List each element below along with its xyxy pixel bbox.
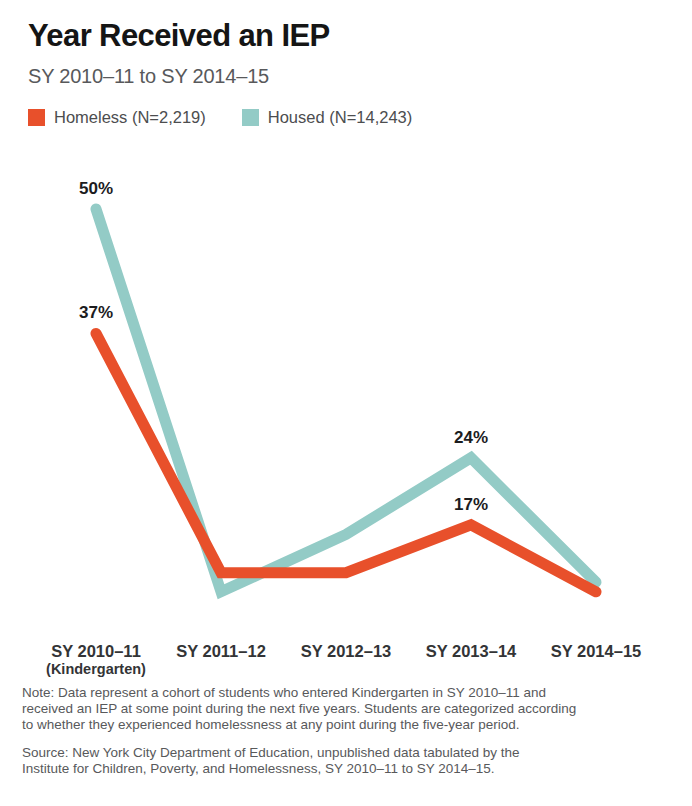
data-label-housed: 24%: [454, 428, 488, 447]
x-axis-label: SY 2012–13: [301, 642, 392, 660]
x-axis-sublabel: (Kindergarten): [46, 661, 146, 677]
series-line-housed: [96, 209, 596, 592]
x-axis-label: SY 2011–12: [176, 642, 266, 660]
data-label-housed: 50%: [79, 179, 113, 198]
data-label-homeless: 17%: [454, 495, 488, 514]
chart-note: Note: Data represent a cohort of student…: [22, 685, 682, 733]
legend-label-housed: Housed (N=14,243): [268, 108, 412, 127]
legend-item-housed: Housed (N=14,243): [242, 108, 412, 127]
chart-legend: Homeless (N=2,219) Housed (N=14,243): [28, 108, 412, 127]
legend-label-homeless: Homeless (N=2,219): [54, 108, 206, 127]
legend-swatch-homeless: [28, 109, 45, 126]
x-axis-label: SY 2010–11: [51, 642, 141, 660]
legend-item-homeless: Homeless (N=2,219): [28, 108, 206, 127]
legend-swatch-housed: [242, 109, 259, 126]
chart-title: Year Received an IEP: [28, 18, 330, 54]
chart-source: Source: New York City Department of Educ…: [22, 745, 682, 777]
x-axis-label: SY 2013–14: [426, 642, 517, 660]
line-chart: 37% 17% 50% 24% SY 2010–11(Kindergarten) SY 2…: [0, 160, 692, 680]
x-axis-label: SY 2014–15: [551, 642, 642, 660]
chart-subtitle: SY 2010–11 to SY 2014–15: [28, 65, 269, 88]
series-line-homeless: [96, 333, 596, 591]
chart-page: Year Received an IEP SY 2010–11 to SY 20…: [0, 0, 692, 806]
data-label-homeless: 37%: [79, 303, 113, 322]
